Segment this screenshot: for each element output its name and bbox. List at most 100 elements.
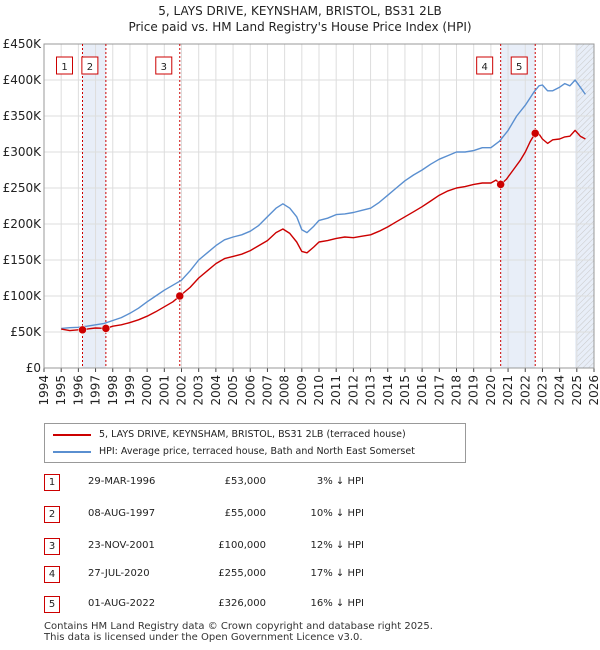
transaction-number-box xyxy=(56,56,73,75)
x-tick-label: 1999 xyxy=(123,375,137,406)
y-tick-label: £200K xyxy=(3,217,43,231)
row-hpi-diff: 16% ↓ HPI xyxy=(310,598,364,609)
row-price: £53,000 xyxy=(224,476,266,487)
x-tick-label: 2011 xyxy=(329,375,343,406)
x-tick-label: 2013 xyxy=(364,375,378,406)
y-tick-label: £350K xyxy=(3,109,43,123)
row-number-badge: 5 xyxy=(44,596,60,613)
projection-hatch xyxy=(576,44,594,368)
table-row: 3 23-NOV-2001 £100,000 12% ↓ HPI xyxy=(44,537,464,555)
row-number-badge: 2 xyxy=(44,506,60,523)
row-date: 08-AUG-1997 xyxy=(88,508,156,519)
x-tick-label: 2012 xyxy=(346,375,360,406)
x-tick-label: 2020 xyxy=(484,375,498,406)
row-number-badge: 1 xyxy=(44,474,60,491)
y-tick-label: £250K xyxy=(3,181,43,195)
chart-subtitle: Price paid vs. HM Land Registry's House … xyxy=(128,20,472,34)
transaction-number-box xyxy=(81,56,99,75)
x-tick-label: 2000 xyxy=(140,375,154,406)
legend-item-hpi: HPI: Average price, terraced house, Bath… xyxy=(53,444,415,460)
x-tick-label: 2017 xyxy=(432,375,446,406)
x-tick-label: 2002 xyxy=(175,375,189,406)
row-hpi-diff: 10% ↓ HPI xyxy=(310,508,364,519)
transaction-number-label: 1 xyxy=(61,62,67,73)
row-date: 01-AUG-2022 xyxy=(88,598,156,609)
x-tick-label: 2024 xyxy=(553,375,567,406)
transaction-number-label: 2 xyxy=(87,62,93,73)
transaction-number-box xyxy=(155,56,173,75)
x-tick-label: 2006 xyxy=(243,375,257,406)
x-tick-label: 1998 xyxy=(106,375,120,406)
x-tick-label: 2014 xyxy=(381,375,395,406)
y-tick-label: £150K xyxy=(3,253,43,267)
x-tick-label: 2008 xyxy=(278,375,292,406)
legend-label-property: 5, LAYS DRIVE, KEYNSHAM, BRISTOL, BS31 2… xyxy=(99,429,406,440)
table-row: 4 27-JUL-2020 £255,000 17% ↓ HPI xyxy=(44,565,464,583)
transaction-point xyxy=(78,325,87,335)
legend-swatch-property xyxy=(53,433,91,436)
property-series-line xyxy=(61,129,586,332)
x-tick-label: 2001 xyxy=(157,375,171,406)
x-tick-label: 1996 xyxy=(71,375,85,406)
x-tick-label: 1995 xyxy=(54,375,68,406)
shaded-span xyxy=(500,44,536,368)
x-tick-label: 2022 xyxy=(518,375,532,406)
row-price: £326,000 xyxy=(218,598,266,609)
footer: Contains HM Land Registry data © Crown c… xyxy=(44,621,433,643)
table-row: 1 29-MAR-1996 £53,000 3% ↓ HPI xyxy=(44,473,464,491)
x-tick-label: 2026 xyxy=(587,375,600,406)
legend: 5, LAYS DRIVE, KEYNSHAM, BRISTOL, BS31 2… xyxy=(44,423,466,463)
transaction-number-label: 3 xyxy=(161,62,167,73)
row-price: £100,000 xyxy=(218,540,266,551)
transaction-number-box xyxy=(510,56,528,75)
row-date: 29-MAR-1996 xyxy=(88,476,156,487)
x-tick-label: 2007 xyxy=(260,375,274,406)
y-tick-label: £50K xyxy=(10,325,42,339)
y-tick-label: £450K xyxy=(3,37,43,51)
plot-border xyxy=(43,43,595,369)
transaction-number-label: 5 xyxy=(516,62,522,73)
transaction-point xyxy=(175,291,185,301)
footer-license: This data is licensed under the Open Gov… xyxy=(44,632,363,643)
transaction-point xyxy=(530,129,540,138)
shaded-span xyxy=(82,44,106,368)
row-hpi-diff: 12% ↓ HPI xyxy=(310,540,364,551)
x-tick-label: 2004 xyxy=(209,375,223,406)
transaction-point xyxy=(496,180,505,189)
row-hpi-diff: 17% ↓ HPI xyxy=(310,568,364,579)
x-tick-label: 2019 xyxy=(467,375,481,406)
x-tick-label: 2021 xyxy=(501,375,515,406)
x-tick-label: 1997 xyxy=(89,375,103,406)
transaction-point xyxy=(101,324,111,333)
row-price: £255,000 xyxy=(218,568,266,579)
x-tick-label: 2015 xyxy=(398,375,412,406)
row-hpi-diff: 3% ↓ HPI xyxy=(316,476,364,487)
x-tick-label: 2016 xyxy=(415,375,429,406)
x-tick-label: 2023 xyxy=(535,375,549,406)
x-tick-label: 2018 xyxy=(450,375,464,406)
table-row: 2 08-AUG-1997 £55,000 10% ↓ HPI xyxy=(44,505,464,523)
row-number-badge: 3 xyxy=(44,538,60,555)
transaction-number-box xyxy=(476,56,494,75)
legend-label-hpi: HPI: Average price, terraced house, Bath… xyxy=(99,446,415,457)
table-row: 5 01-AUG-2022 £326,000 16% ↓ HPI xyxy=(44,595,464,613)
x-tick-label: 2009 xyxy=(295,375,309,406)
row-date: 27-JUL-2020 xyxy=(88,568,150,579)
footer-copyright: Contains HM Land Registry data © Crown c… xyxy=(44,621,433,632)
hpi-series-line xyxy=(61,79,586,330)
x-tick-label: 2005 xyxy=(226,375,240,406)
x-tick-label: 2010 xyxy=(312,375,326,406)
row-date: 23-NOV-2001 xyxy=(88,540,155,551)
row-number-badge: 4 xyxy=(44,566,60,583)
y-tick-label: £0 xyxy=(26,361,41,375)
y-tick-label: £400K xyxy=(3,73,43,87)
legend-swatch-hpi xyxy=(53,450,91,453)
y-tick-label: £100K xyxy=(3,289,43,303)
legend-item-property: 5, LAYS DRIVE, KEYNSHAM, BRISTOL, BS31 2… xyxy=(53,427,406,443)
chart-title: 5, LAYS DRIVE, KEYNSHAM, BRISTOL, BS31 2… xyxy=(158,4,442,18)
x-tick-label: 1994 xyxy=(37,375,51,406)
y-tick-label: £300K xyxy=(3,145,43,159)
x-tick-label: 2025 xyxy=(570,375,584,406)
row-price: £55,000 xyxy=(224,508,266,519)
price-chart: £0 £50K £100K £150K £200K £250K £300K £350K £400… xyxy=(3,37,600,406)
